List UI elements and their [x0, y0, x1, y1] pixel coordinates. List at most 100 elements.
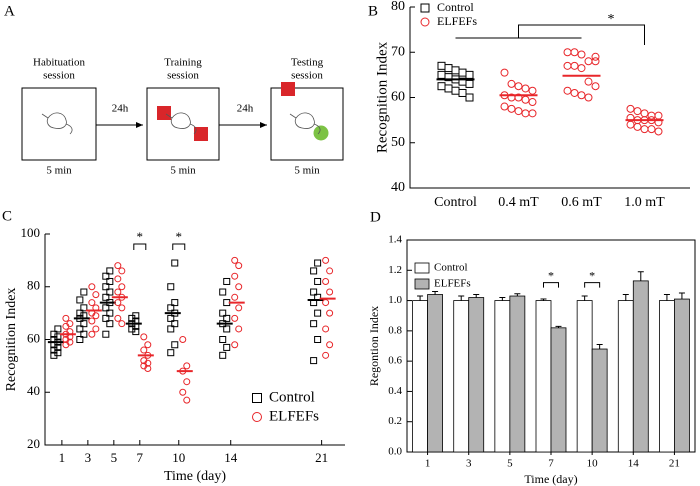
point [458, 68, 467, 77]
point [183, 396, 191, 404]
y-tick-label: 0.2 [388, 415, 402, 427]
point [171, 259, 179, 267]
point [179, 336, 187, 343]
point [76, 325, 84, 333]
legend-label: Control [269, 389, 315, 405]
x-tick-label: 7 [137, 450, 144, 465]
bar [427, 294, 443, 453]
point [437, 70, 446, 79]
point [591, 52, 600, 61]
legend-marker [414, 278, 430, 290]
point [521, 109, 530, 118]
point [76, 336, 84, 343]
error-bar [458, 295, 465, 301]
point [118, 267, 126, 275]
point [563, 61, 572, 70]
point [563, 48, 572, 57]
bar [576, 300, 593, 453]
point [114, 262, 122, 270]
significance-label: * [548, 268, 554, 282]
point [231, 256, 239, 264]
x-tick-label: 21 [669, 458, 680, 470]
point [528, 98, 537, 107]
object [157, 106, 171, 120]
y-tick-label: 0.6 [388, 355, 402, 367]
x-axis-label: Time (day) [164, 469, 226, 484]
y-tick-label: 1.2 [388, 264, 402, 276]
point [106, 277, 114, 285]
session-title: session [291, 70, 323, 82]
point [514, 82, 523, 91]
y-tick-label: 100 [21, 225, 41, 240]
bar [453, 300, 470, 453]
legend-marker [420, 3, 430, 13]
x-tick-label: 0.6 mT [561, 195, 602, 210]
bar [674, 298, 690, 453]
point [444, 64, 453, 73]
point [507, 104, 516, 113]
y-axis-label: Regontion Index [367, 306, 381, 386]
error-bar [499, 297, 506, 301]
x-tick-label: Control [434, 195, 477, 210]
y-tick-label: 50 [391, 135, 405, 150]
point [521, 95, 530, 104]
session-title: Testing [291, 57, 324, 69]
point [465, 70, 474, 79]
bar [509, 295, 526, 453]
legend-marker [420, 17, 430, 27]
point [80, 304, 88, 312]
point [106, 288, 114, 296]
point [88, 330, 96, 338]
point [219, 288, 227, 296]
significance-label: * [608, 12, 615, 27]
error-bar [417, 295, 424, 301]
point [654, 111, 663, 120]
panel-label: B [368, 3, 378, 19]
point [521, 84, 530, 93]
mouse [165, 112, 197, 135]
error-bar [514, 293, 521, 297]
point [647, 125, 656, 134]
point [106, 309, 114, 317]
bar [494, 300, 511, 453]
point [584, 93, 593, 102]
point [310, 357, 318, 365]
point [183, 362, 191, 370]
point [62, 341, 70, 349]
point [310, 320, 318, 328]
bar [412, 300, 428, 453]
point [114, 299, 122, 307]
point [114, 288, 122, 296]
session-duration: 5 min [170, 165, 196, 177]
point [223, 277, 231, 285]
point [314, 336, 322, 343]
point [577, 64, 586, 73]
point [626, 104, 635, 113]
y-tick-label: 60 [391, 90, 405, 105]
point [322, 325, 330, 333]
point [223, 325, 231, 333]
x-axis-label: Time (day) [524, 472, 577, 486]
point [140, 346, 148, 354]
significance-bracket [584, 282, 601, 288]
point [219, 309, 227, 317]
point [183, 378, 191, 386]
session-title: session [43, 70, 75, 82]
y-tick-label: 40 [391, 180, 405, 195]
point [106, 320, 114, 328]
y-tick-label: 80 [27, 278, 40, 293]
point [171, 299, 179, 307]
session-box [21, 87, 97, 161]
error-bar [678, 292, 685, 300]
point [167, 325, 175, 333]
point [633, 107, 642, 116]
significance-bracket [455, 24, 645, 45]
point [437, 61, 446, 70]
session-box [146, 87, 220, 161]
panel-label: D [370, 209, 381, 225]
y-tick-label: 70 [391, 44, 405, 59]
x-tick-label: 14 [628, 458, 640, 470]
point [118, 320, 126, 328]
point [437, 82, 446, 91]
session-title: Habituation [33, 57, 85, 69]
